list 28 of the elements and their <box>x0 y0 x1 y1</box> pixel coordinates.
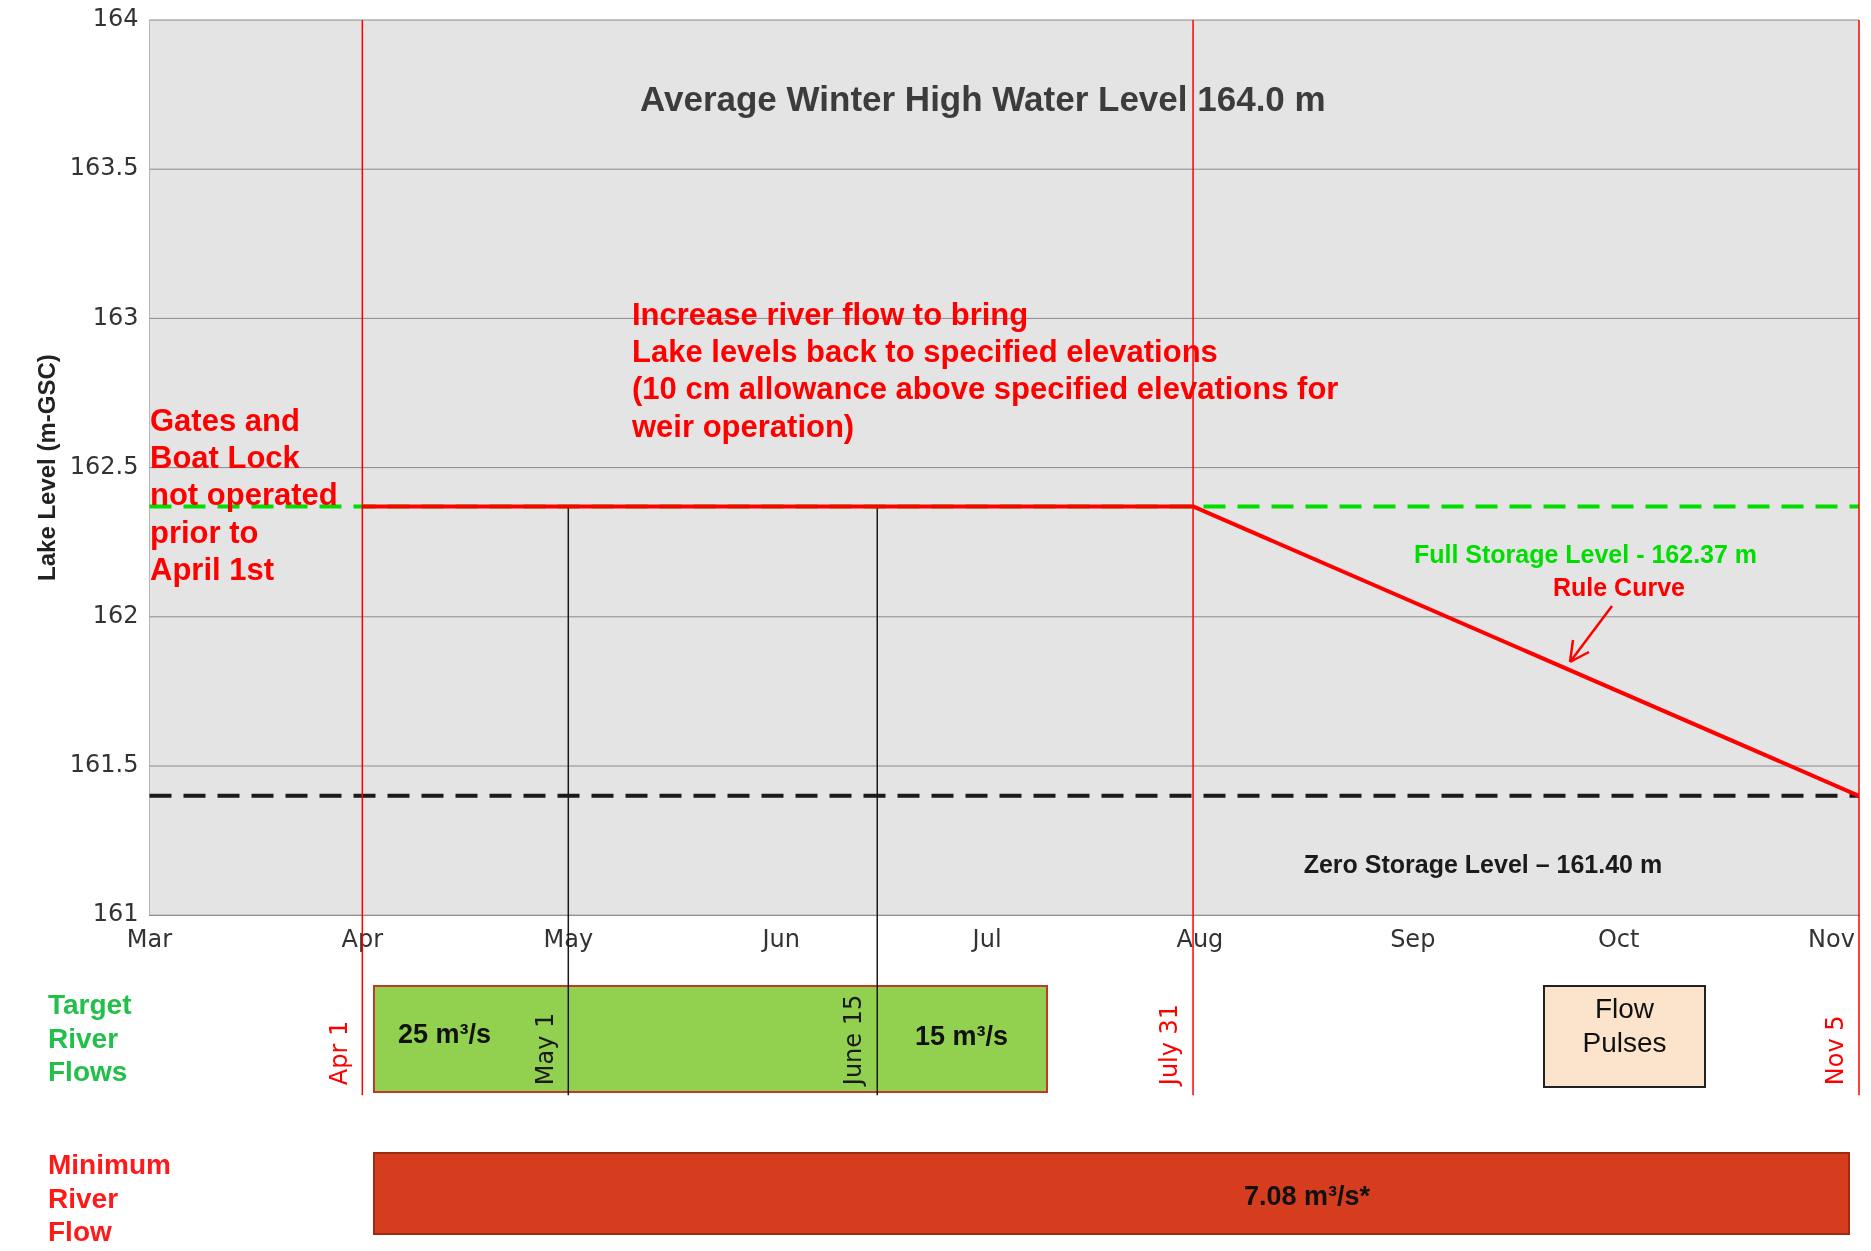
annotation: Average Winter High Water Level 164.0 m <box>640 78 1326 120</box>
y-tick-label: 161.5 <box>69 750 139 779</box>
ref-line-label: July 31 <box>1155 1003 1184 1088</box>
ref-line-label: Full Storage Level - 162.37 m <box>1413 540 1758 569</box>
annotation: Gates and Boat Lock not operated prior to April 1st <box>150 402 338 588</box>
y-tick-label: 164 <box>92 4 139 33</box>
ref-line-label: June 15 <box>839 994 868 1088</box>
ref-line-label: May 1 <box>530 1012 559 1086</box>
text: Flow Pulses <box>1581 992 1668 1060</box>
x-tick-label: Jun <box>760 924 800 953</box>
ref-line-label: Zero Storage Level – 161.40 m <box>1303 849 1663 878</box>
ref-line-label: Apr 1 <box>324 1020 353 1086</box>
x-tick-label: Nov <box>1808 924 1855 953</box>
text: Rule Curve <box>1552 573 1686 602</box>
x-tick-label: Oct <box>1597 924 1640 953</box>
y-tick-label: 163 <box>92 302 139 331</box>
text: 7.08 m³/s* <box>1244 1180 1371 1213</box>
text: Minimum River Flow <box>48 1148 171 1249</box>
y-tick-label: 162.5 <box>69 451 139 480</box>
x-tick-label: Jul <box>970 924 1002 953</box>
text: Target River Flows <box>48 988 132 1089</box>
y-tick-label: 162 <box>92 601 139 630</box>
y-tick-label: 163.5 <box>69 153 139 182</box>
x-tick-label: Sep <box>1390 924 1436 953</box>
text: 25 m³/s <box>398 1018 492 1051</box>
ref-line-label: Nov 5 <box>1821 1015 1850 1086</box>
y-axis-title: Lake Level (m-GSC) <box>33 354 61 581</box>
text: 15 m³/s <box>915 1020 1009 1053</box>
